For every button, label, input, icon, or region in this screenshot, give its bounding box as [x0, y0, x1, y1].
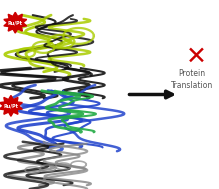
Text: ✕: ✕ — [186, 45, 207, 69]
Text: Ru/Pt: Ru/Pt — [4, 103, 18, 108]
Text: Protein
Translation: Protein Translation — [171, 69, 213, 90]
Text: Ru/Pt: Ru/Pt — [8, 20, 23, 25]
Polygon shape — [0, 95, 22, 116]
Polygon shape — [4, 12, 27, 33]
